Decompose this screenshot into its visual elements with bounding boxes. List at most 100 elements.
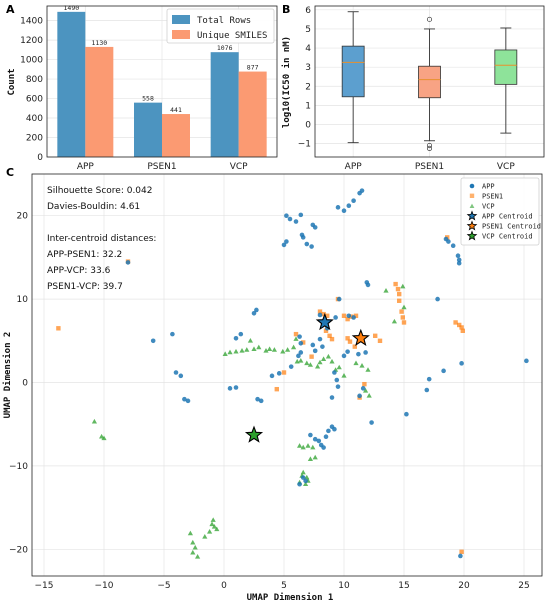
vcp-point xyxy=(271,347,277,352)
app-point xyxy=(369,420,374,425)
app-point xyxy=(284,239,289,244)
app-point xyxy=(435,296,440,302)
legend-marker-psen1 xyxy=(469,193,475,198)
vcp-point xyxy=(300,444,306,450)
legend-centroid-stars xyxy=(466,210,478,241)
app-point xyxy=(332,426,337,432)
psen1-point xyxy=(341,313,347,318)
app-point xyxy=(312,436,318,442)
vcp-point xyxy=(400,283,406,289)
bar-chart-ytick-label: 1000 xyxy=(20,56,43,66)
umap-ytick-label: −20 xyxy=(9,545,28,555)
app-point xyxy=(321,445,326,450)
app-point xyxy=(359,188,365,193)
umap-legend: APP PSEN1 VCP APP Centroid PSEN1 Centroi… xyxy=(460,177,541,246)
vcp-point xyxy=(325,353,331,359)
vcp-point xyxy=(210,517,216,522)
app-point xyxy=(287,216,293,222)
bar-chart-ytick-label: 200 xyxy=(26,134,43,144)
box-plot-ytick-label: 1 xyxy=(305,101,311,111)
vcp-point xyxy=(285,347,291,352)
app-point xyxy=(254,307,259,313)
app-point xyxy=(300,235,306,240)
app-point xyxy=(450,243,456,249)
vcp-point xyxy=(99,433,105,439)
bar-chart-panel: 1490 1130 558 441 1076 877 0 200 400 600 800 1000 1… xyxy=(7,4,278,172)
vcp-point xyxy=(227,349,233,355)
app-point xyxy=(281,242,287,248)
app-point xyxy=(334,377,340,383)
bar-chart-ytick-label: 1400 xyxy=(20,17,43,27)
box-outlier-point xyxy=(426,16,433,22)
vcp-point xyxy=(304,360,310,366)
umap-xtick-label: −15 xyxy=(35,581,54,591)
umap-xtick-label: 0 xyxy=(221,581,227,591)
bar-unique-smiles xyxy=(238,71,267,157)
psen1-point xyxy=(56,326,61,331)
umap-xlabel: UMAP Dimension 1 xyxy=(247,592,334,603)
psen1-point xyxy=(460,328,465,333)
box-plot-xtick-label: APP xyxy=(345,162,363,172)
umap-ytick-label: −10 xyxy=(9,462,28,472)
app-point xyxy=(312,348,318,354)
legend-label-total-rows: Total Rows xyxy=(197,16,251,26)
psen1-point xyxy=(395,286,401,292)
app-point xyxy=(310,342,316,348)
box-plot-ylabel: log10(IC50 in nM) xyxy=(281,36,292,128)
app-point xyxy=(335,205,341,210)
vcp-point xyxy=(280,348,286,354)
app-point xyxy=(356,351,361,357)
psen1-point xyxy=(274,386,279,392)
psen1-point xyxy=(329,336,335,342)
psen1-point xyxy=(347,339,353,344)
psen1-point xyxy=(399,309,404,314)
app-point xyxy=(333,315,338,320)
box-vcp xyxy=(494,49,518,85)
box-psen1 xyxy=(418,65,441,99)
app-point xyxy=(345,349,350,354)
app-point xyxy=(182,396,187,402)
app-psen1-distance: APP-PSEN1: 32.2 xyxy=(47,250,122,260)
app-point xyxy=(346,313,352,319)
app-point xyxy=(170,331,175,337)
panel-label-c: C xyxy=(6,166,14,179)
app-point xyxy=(316,438,322,444)
app-point xyxy=(329,395,335,400)
bar-total-rows xyxy=(134,102,162,157)
vcp-point xyxy=(297,443,303,448)
umap-points xyxy=(56,188,529,559)
app-point xyxy=(455,253,461,259)
vcp-point xyxy=(336,364,342,370)
vcp-point xyxy=(202,534,208,539)
box-plot-ytick-label: −1 xyxy=(298,140,311,150)
vcp-point xyxy=(300,469,306,475)
psen1-centroid-star xyxy=(351,328,370,347)
app-point xyxy=(303,478,308,484)
vcp-point xyxy=(401,304,407,310)
vcp-point xyxy=(190,539,196,545)
psen1-vcp-distance: PSEN1-VCP: 39.7 xyxy=(47,282,123,292)
vcp-point xyxy=(365,367,371,372)
legend-label-psen1-centroid: PSEN1 Centroid xyxy=(482,223,541,231)
app-point xyxy=(258,398,264,404)
vcp-point xyxy=(307,456,313,462)
legend-label-unique-smiles: Unique SMILES xyxy=(197,31,267,41)
bar-chart-legend: Total Rows Unique SMILES xyxy=(166,8,275,44)
box-plot-ticks: −1 0 1 2 3 4 5 6 APP PSEN1 VCP xyxy=(298,6,516,172)
app-point xyxy=(185,398,191,404)
inter-centroid-heading: Inter-centroid distances: xyxy=(47,234,156,244)
bar-value-label: 441 xyxy=(170,106,182,114)
bar-chart-ytick-label: 400 xyxy=(26,114,43,124)
psen1-point xyxy=(401,320,407,325)
psen1-point xyxy=(281,370,287,375)
umap-ylabel: UMAP Dimension 2 xyxy=(2,332,13,419)
vcp-point xyxy=(267,346,273,351)
legend-label-vcp: VCP xyxy=(482,203,495,211)
app-point xyxy=(332,370,337,375)
vcp-point xyxy=(263,348,269,353)
vcp-point xyxy=(190,549,196,555)
app-point xyxy=(456,260,462,266)
vcp-point xyxy=(363,388,369,393)
app-point xyxy=(326,428,331,434)
